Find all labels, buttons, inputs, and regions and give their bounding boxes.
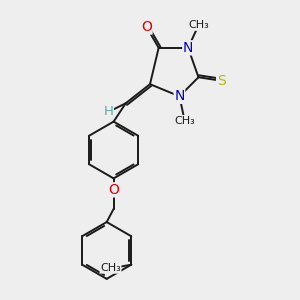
Text: N: N — [183, 41, 193, 55]
Text: CH₃: CH₃ — [100, 263, 121, 273]
Text: N: N — [174, 89, 184, 103]
Text: H: H — [103, 105, 113, 119]
Text: S: S — [217, 74, 225, 88]
Text: CH₃: CH₃ — [174, 116, 195, 126]
Text: O: O — [141, 20, 152, 34]
Text: O: O — [108, 183, 119, 197]
Text: CH₃: CH₃ — [188, 20, 209, 30]
